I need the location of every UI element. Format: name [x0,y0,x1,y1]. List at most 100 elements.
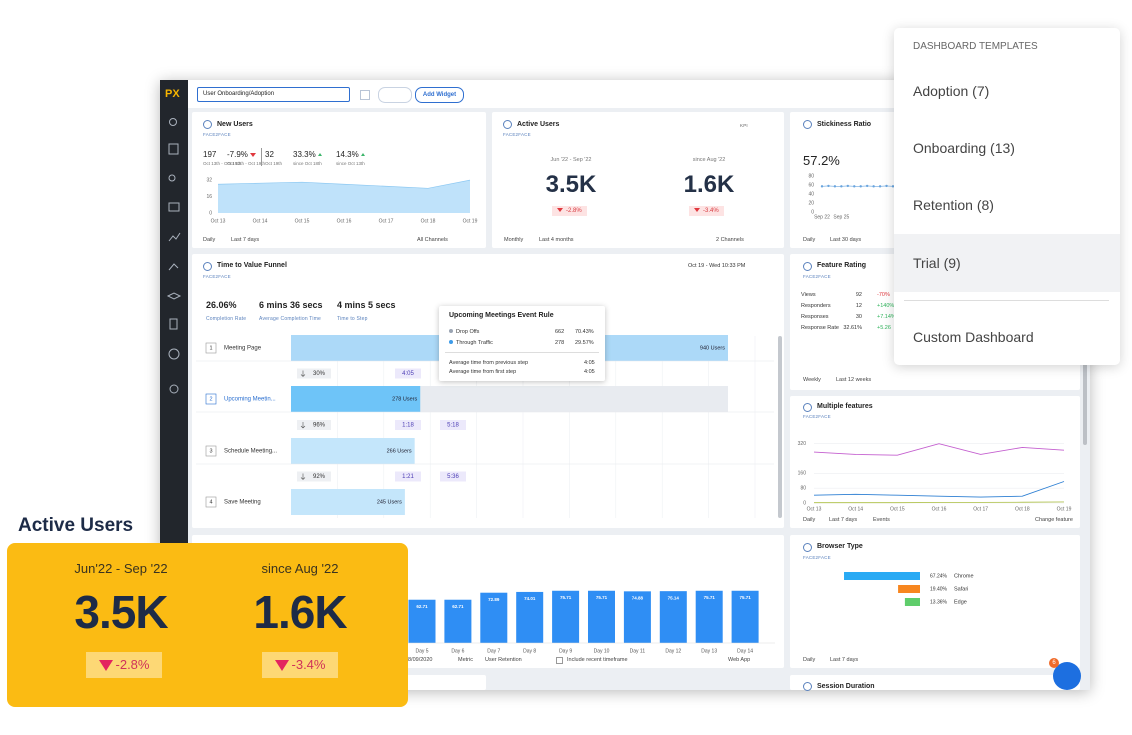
x-tick-label: Oct 17 [973,506,988,512]
menu-heading: DASHBOARD TEMPLATES [913,41,1038,52]
area-line [217,179,471,189]
view-toggle[interactable] [378,87,412,103]
footer-item: Include recent timeframe [567,657,628,663]
footer-item: Last 7 days [830,657,859,663]
add-widget-button[interactable]: Add Widget [415,87,464,103]
step-number-box [205,342,217,354]
x-tick-label: Day 7 [487,648,500,654]
bar-label: 278 Users [392,396,417,402]
funnel-stat: 4 mins 5 secs [337,300,396,310]
y-tick-label: 160 [798,471,807,477]
dashboard-name: User Onboarding/Adoption [203,91,275,97]
footer-item: Change feature [1035,517,1073,523]
rate-box [297,368,331,379]
circle [169,384,179,394]
step-number-box [205,496,217,508]
tooltip-share: 70.43% [575,329,594,335]
footer-item: Events [873,517,890,523]
time: 5:36 [447,474,459,480]
stat-value: 33.3% [293,150,322,159]
menu-item[interactable]: Trial (9) [913,255,961,271]
down-arrow [300,370,306,377]
menu-item[interactable]: Retention (8) [913,197,994,213]
funnel-stat: 6 mins 36 secs [259,300,323,310]
tooltip-title: Upcoming Meetings Event Rule [449,312,554,319]
card-value: 3.5K [74,586,168,638]
bar-label: 266 Users [387,448,412,454]
footer-item: Daily [203,237,216,243]
point [885,184,888,188]
stat-label: Oct 13th - Oct 19th [227,161,266,166]
footer-item: 2 Channels [716,237,744,243]
bar-label: 940 Users [700,345,725,351]
down-arrow [300,473,306,480]
y-tick-label: 0 [803,500,806,506]
up [317,153,322,157]
bar-value: 62.71 [416,604,428,609]
rating-value: 92 [855,292,862,298]
funnel-stat: 26.06% [206,300,237,310]
stat-value: 32 [265,150,274,159]
bar [904,598,920,606]
menu-item[interactable]: Adoption (7) [913,83,990,99]
time-box [440,420,466,430]
tooltip-average-value: 4:05 [584,360,595,366]
bar [898,585,920,593]
step-number: 1 [209,345,212,351]
step-name: Meeting Page [224,346,262,352]
widget-source: FACE2FACE [803,274,831,279]
logo: PX [165,88,180,100]
copy-icon[interactable] [360,90,370,100]
circle [168,174,176,182]
y-tick-label: 40 [808,191,814,197]
rating-name: Views [801,292,816,298]
menu-item[interactable]: Custom Dashboard [913,329,1034,345]
rect [168,143,179,155]
down-arrow [300,422,306,429]
point [891,185,895,188]
bar [408,599,436,643]
rate-box [297,420,331,430]
funnel-stat-label: Average Completion Time [259,316,322,322]
g [166,118,182,394]
x-tick-label: Sep 25 [833,214,849,220]
tooltip-average: Average time from first step [449,369,517,375]
checkbox[interactable] [556,657,563,664]
widget-browser [790,535,1080,668]
footer-item: Last 30 days [830,237,862,243]
divider [445,352,599,353]
menu-item[interactable]: Onboarding (13) [913,140,1015,156]
x-tick-label: Oct 16 [337,218,352,224]
funnel-date: Oct 19 - Wed 10:33 PM [688,263,746,269]
rate: 30% [313,371,326,377]
x-tick-label: Oct 19 [463,218,478,224]
bar [623,591,651,643]
widget-title: Multiple features [817,403,873,410]
footer-item: Daily [803,237,816,243]
widget-source: FACE2FACE [203,132,231,137]
widget-title: Stickiness Ratio [817,121,872,128]
x-tick-label: Oct 18 [1015,506,1030,512]
funnel-bar [291,438,415,464]
x-tick-label: Oct 14 [848,506,863,512]
card-change-text: -3.4% [291,657,326,672]
funnel-tooltip: Upcoming Meetings Event Rule Drop Offs 6… [439,306,605,381]
assistant-button[interactable] [1053,662,1081,690]
stat-change: 14.3% [336,150,359,159]
point [872,185,875,188]
funnel-scrollbar [778,336,782,518]
bar-value: 75.71 [739,595,751,600]
divider [904,300,1109,301]
x-tick-label: Sep 22 [814,214,830,220]
line [813,481,1065,498]
funnel-stat-label: Completion Rate [206,316,247,322]
dn [274,660,289,672]
stat-change: -7.9% [227,150,248,159]
widget-title: Time to Value Funnel [217,262,287,269]
x-tick-label: Day 10 [594,648,610,654]
dashboard-select[interactable]: User Onboarding/Adoption [197,87,350,102]
time-box [440,471,466,482]
rating-name: Responders [801,303,831,309]
footer-item: Last 7 days [231,237,260,243]
